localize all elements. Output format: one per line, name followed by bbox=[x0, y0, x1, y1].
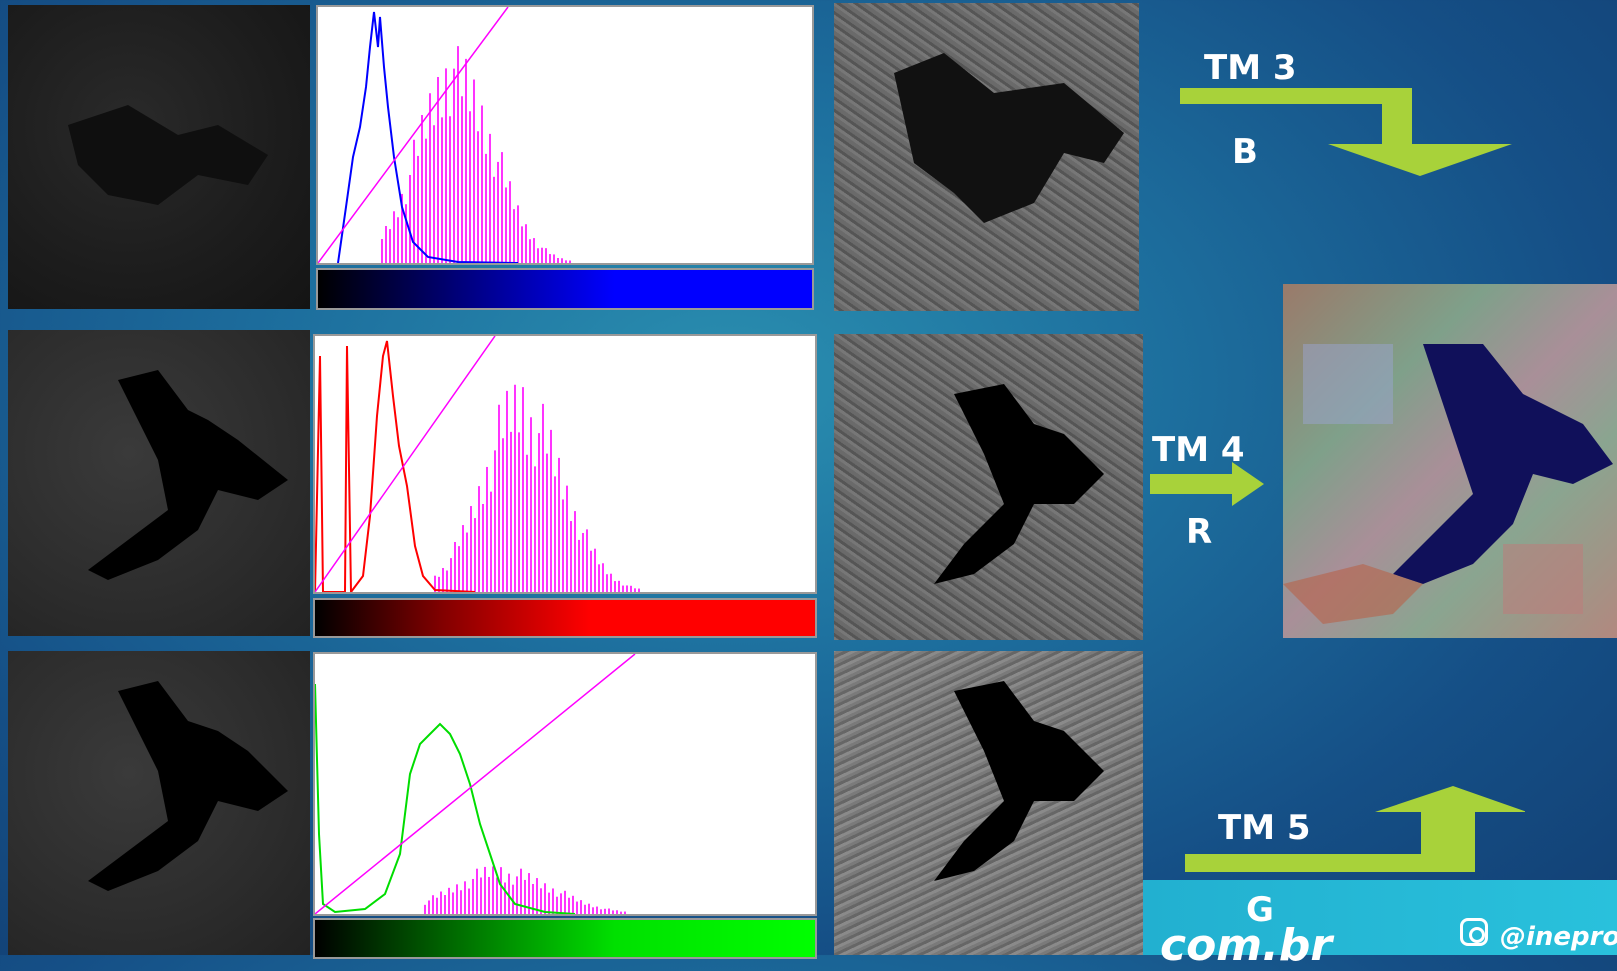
histogram-bars-tm3 bbox=[381, 46, 571, 263]
rgb-composite-image bbox=[1283, 284, 1617, 638]
instagram-icon bbox=[1460, 918, 1488, 946]
stretched-image-tm3 bbox=[834, 3, 1139, 311]
color-ramp-blue bbox=[316, 268, 814, 310]
raw-image-tm3 bbox=[8, 5, 310, 309]
band-label-tm5: TM 5 bbox=[1218, 808, 1311, 848]
stretch-line-tm4 bbox=[315, 336, 496, 592]
stretched-image-tm4 bbox=[834, 334, 1143, 640]
stretched-image-tm5 bbox=[834, 651, 1143, 955]
histogram-curve-tm3 bbox=[337, 11, 519, 263]
channel-label-g: G bbox=[1246, 890, 1274, 930]
histogram-bars-tm4 bbox=[434, 384, 640, 592]
band-label-tm3: TM 3 bbox=[1204, 48, 1297, 88]
histogram-curve-tm5 bbox=[315, 683, 576, 914]
stretch-line-tm3 bbox=[318, 7, 509, 263]
histogram-tm3 bbox=[316, 5, 814, 265]
lake-shape bbox=[934, 681, 1104, 881]
band-label-tm4: TM 4 bbox=[1152, 430, 1245, 470]
histogram-tm4 bbox=[313, 334, 817, 594]
lake-shape bbox=[68, 105, 268, 205]
stretch-line-tm5 bbox=[315, 654, 636, 914]
histogram-tm5 bbox=[313, 652, 817, 916]
channel-label-b: B bbox=[1232, 132, 1258, 172]
lake-shape bbox=[1283, 344, 1613, 624]
footer-band bbox=[1143, 880, 1617, 955]
lake-shape bbox=[88, 681, 288, 891]
raw-image-tm5 bbox=[8, 651, 310, 955]
lake-shape bbox=[894, 53, 1124, 223]
channel-label-r: R bbox=[1186, 512, 1213, 552]
histogram-bars-tm5 bbox=[424, 866, 626, 914]
arrow-up-icon bbox=[1185, 786, 1525, 872]
arrow-down-icon bbox=[1180, 88, 1512, 176]
lake-shape bbox=[934, 384, 1104, 584]
footer-instagram: @inepro bbox=[1500, 922, 1617, 952]
color-ramp-green bbox=[313, 918, 817, 959]
arrow-right-icon bbox=[1150, 462, 1264, 506]
lake-shape bbox=[88, 370, 288, 580]
color-ramp-red bbox=[313, 598, 817, 638]
raw-image-tm4 bbox=[8, 330, 310, 636]
histogram-curve-tm4 bbox=[315, 340, 476, 592]
